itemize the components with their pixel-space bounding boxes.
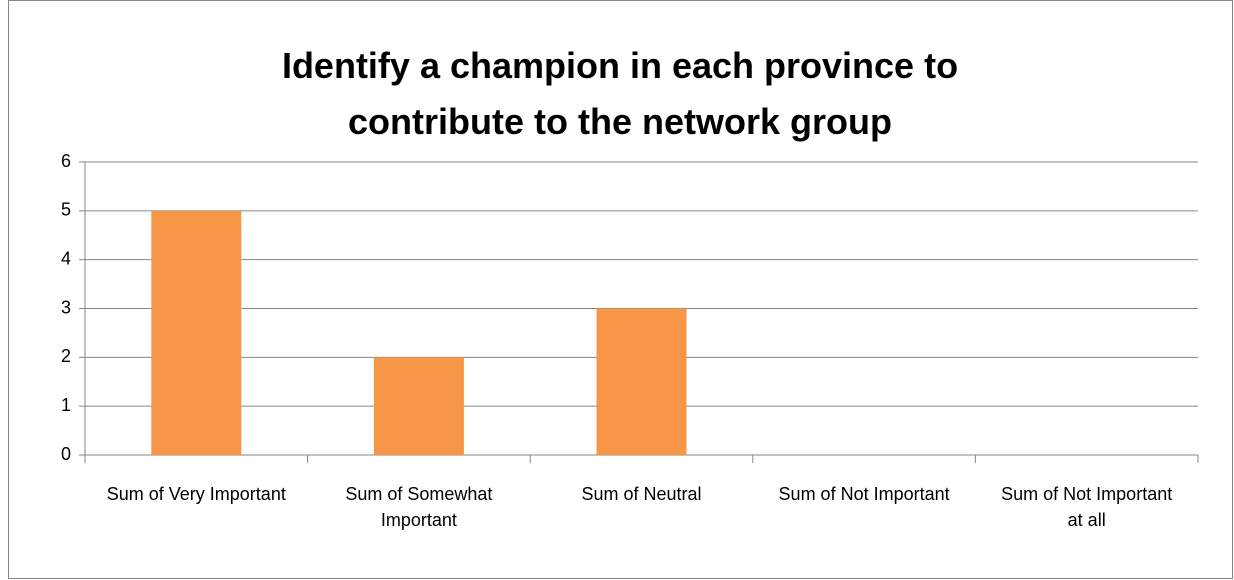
x-tick-label: Sum of Not Important: [778, 484, 950, 504]
x-tick-label: Sum of Somewhat Important: [345, 484, 493, 530]
x-tick-label: Sum of Not Important at all: [1001, 484, 1173, 530]
bar: [373, 357, 464, 455]
bar: [596, 308, 687, 455]
chart-frame: [8, 0, 1233, 579]
y-tick-label: 6: [61, 151, 71, 171]
y-tick-label: 2: [61, 346, 71, 366]
x-tick-label: Sum of Very Important: [106, 484, 286, 504]
chart-title: Identify a champion in each province to …: [281, 45, 959, 142]
bar: [151, 210, 242, 455]
y-tick-label: 4: [61, 248, 71, 268]
y-tick-label: 1: [61, 395, 71, 415]
y-tick-label: 0: [61, 444, 71, 464]
x-tick-label: Sum of Neutral: [581, 484, 702, 504]
y-tick-label: 3: [61, 297, 71, 317]
y-tick-label: 5: [61, 200, 71, 220]
